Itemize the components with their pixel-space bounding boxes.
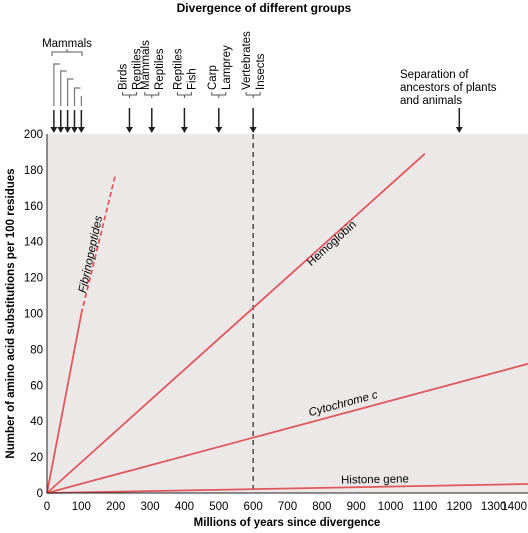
x-tick-label: 400	[175, 501, 194, 513]
x-tick-label: 700	[278, 501, 297, 513]
mammals-arrow-head	[70, 127, 78, 133]
mammals-arrow-head	[77, 127, 85, 133]
x-tick-label: 500	[209, 501, 228, 513]
plants-animals-arrow-head	[455, 127, 463, 133]
mammals-arrow-head	[50, 127, 58, 133]
divergence-marker: Carp Lamprey	[207, 45, 233, 133]
y-tick-label: 100	[24, 309, 43, 321]
divergence-bracket	[144, 92, 160, 98]
series-line-cytochrome-c	[46, 362, 528, 494]
divergence-label-1: Birds	[117, 64, 129, 90]
divergence-label-2: Insects	[255, 53, 267, 90]
y-tick-label: 180	[24, 165, 43, 177]
divergence-label-2: Reptiles	[131, 48, 143, 90]
x-axis-label: Millions of years since divergence	[194, 517, 381, 529]
series-extension-fibrinopeptides	[80, 173, 117, 314]
x-tick-label: 1300	[481, 501, 507, 513]
divergence-bracket	[121, 92, 137, 98]
divergence-arrow-head	[125, 127, 133, 133]
x-tick-label: 100	[72, 501, 91, 513]
mammals-arrow-head	[57, 127, 65, 133]
x-tick-label: 900	[347, 501, 366, 513]
divergence-label-1: Vertebrates	[241, 31, 253, 90]
series-line-histone-gene	[46, 483, 528, 494]
axes-group	[46, 134, 528, 494]
divergence-arrow-head	[215, 127, 223, 133]
y-tick-label: 60	[30, 380, 43, 392]
mammals-label: Mammals	[42, 38, 92, 50]
mammals-tree	[53, 63, 82, 106]
divergence-marker: Vertebrates Insects	[241, 31, 267, 133]
y-tick-label-zero: 0	[37, 488, 43, 500]
mammals-group: Mammals	[42, 38, 92, 133]
divergence-marker: Reptiles Fish	[172, 48, 198, 133]
x-tick-label: 200	[106, 501, 125, 513]
y-tick-label: 140	[24, 237, 43, 249]
y-tick-label: 120	[24, 273, 43, 285]
x-tick-label: 1100	[413, 501, 438, 513]
divergence-label-1: Reptiles	[172, 48, 184, 90]
divergence-arrow-head	[249, 127, 257, 133]
divergence-label-1: Mammals	[140, 40, 152, 90]
x-tick-label: 300	[140, 501, 159, 513]
tick-labels-group: 0 100 200 300 400 500 600 700 800 900 1000 1100 1200…	[24, 129, 527, 513]
divergence-bracket	[211, 92, 227, 98]
divergence-label-1: Carp	[207, 65, 219, 90]
plot-background	[47, 134, 528, 493]
divergence-arrow-head	[148, 127, 156, 133]
y-tick-label: 40	[30, 416, 43, 428]
x-tick-label: 0	[44, 501, 50, 513]
divergence-label-2: Reptiles	[154, 48, 166, 90]
x-tick-label: 800	[312, 501, 331, 513]
y-tick-label: 80	[30, 344, 43, 356]
series-label-histone-gene: Histone gene	[341, 473, 409, 486]
x-tick-label: 1000	[378, 501, 404, 513]
divergence-marker: Birds Reptiles	[117, 48, 143, 133]
mammals-bracket	[51, 49, 83, 56]
chart-title: Divergence of different groups	[177, 1, 352, 15]
divergence-label-2: Lamprey	[221, 45, 233, 90]
series-line-hemoglobin	[46, 153, 426, 494]
divergence-arrow-head	[180, 127, 188, 133]
y-tick-label: 160	[24, 201, 43, 213]
divergence-marker: Mammals Reptiles	[140, 40, 166, 133]
divergence-bracket	[245, 92, 261, 98]
y-axis-label: Number of amino acid substitutions per 1…	[5, 168, 17, 458]
divergence-label-2: Fish	[186, 68, 198, 90]
plants-animals-text-line: and animals	[400, 95, 462, 107]
series-line-fibrinopeptides	[46, 313, 83, 494]
x-tick-label: 1200	[446, 501, 472, 513]
plants-animals-text-line: ancestors of plants	[400, 82, 497, 94]
divergence-bracket	[176, 92, 192, 98]
x-tick-label: 600	[244, 501, 263, 513]
y-tick-label: 200	[24, 129, 43, 141]
plants-animals-text-line: Separation of	[400, 69, 469, 81]
x-tick-label: 1400	[501, 501, 527, 513]
mammals-arrow-head	[64, 127, 72, 133]
y-tick-label: 20	[30, 452, 43, 464]
